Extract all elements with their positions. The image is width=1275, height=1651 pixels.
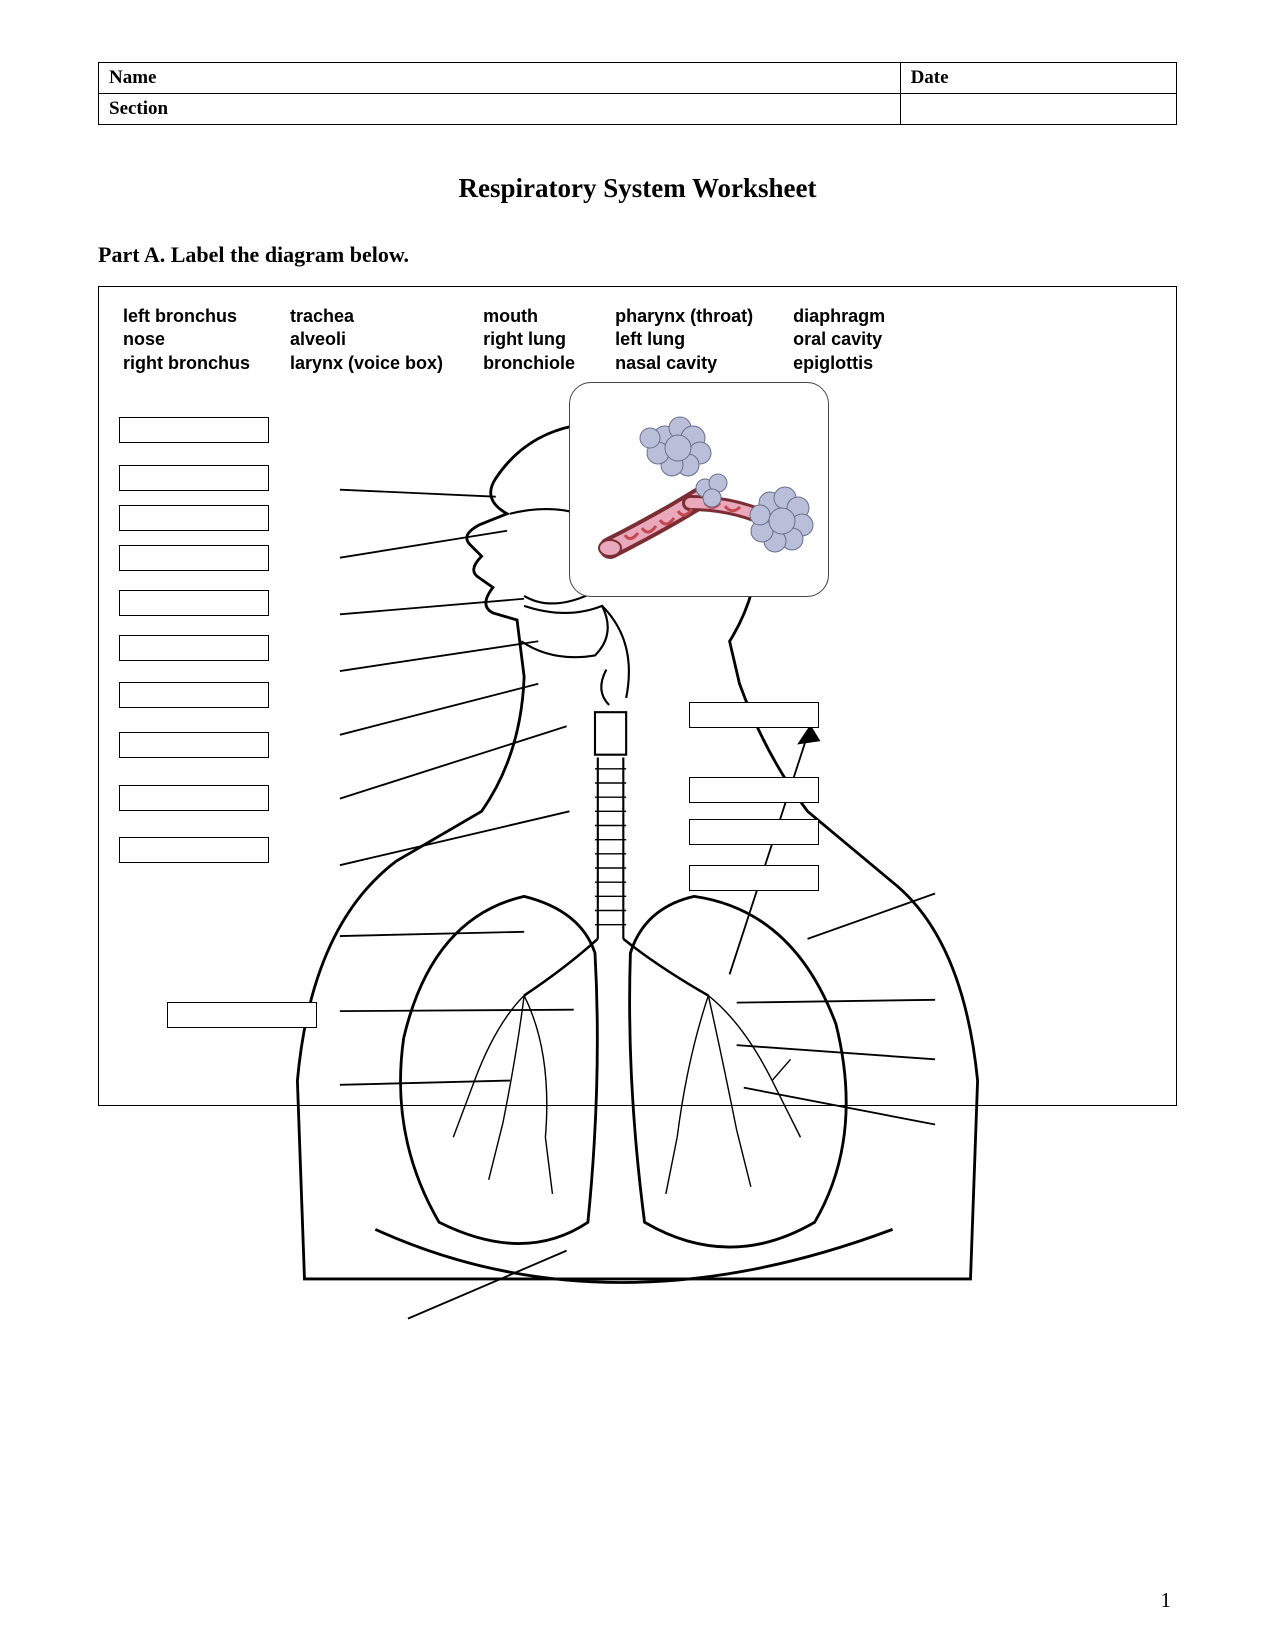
section-cell[interactable]: Section bbox=[99, 94, 901, 125]
label-box[interactable] bbox=[167, 1002, 317, 1028]
word-bank-term: left bronchus bbox=[123, 305, 250, 328]
header-table: Name Date Section bbox=[98, 62, 1177, 125]
leader-lines bbox=[340, 490, 935, 1319]
word-bank-term: nasal cavity bbox=[615, 352, 753, 375]
word-bank-term: pharynx (throat) bbox=[615, 305, 753, 328]
date-cell[interactable]: Date bbox=[900, 63, 1176, 94]
alveoli-icon bbox=[570, 383, 830, 598]
word-bank-term: larynx (voice box) bbox=[290, 352, 443, 375]
label-box[interactable] bbox=[119, 505, 269, 531]
label-box[interactable] bbox=[119, 590, 269, 616]
word-bank-col-4: pharynx (throat) left lung nasal cavity bbox=[615, 305, 753, 375]
name-cell[interactable]: Name bbox=[99, 63, 901, 94]
date-value-cell[interactable] bbox=[900, 94, 1176, 125]
word-bank-col-3: mouth right lung bronchiole bbox=[483, 305, 575, 375]
label-box[interactable] bbox=[689, 865, 819, 891]
word-bank-term: oral cavity bbox=[793, 328, 885, 351]
label-box[interactable] bbox=[119, 417, 269, 443]
word-bank-term: bronchiole bbox=[483, 352, 575, 375]
word-bank-term: epiglottis bbox=[793, 352, 885, 375]
label-box[interactable] bbox=[119, 837, 269, 863]
word-bank-col-1: left bronchus nose right bronchus bbox=[123, 305, 250, 375]
label-box[interactable] bbox=[119, 682, 269, 708]
word-bank-term: right bronchus bbox=[123, 352, 250, 375]
label-box[interactable] bbox=[689, 777, 819, 803]
page-number: 1 bbox=[1161, 1588, 1172, 1613]
word-bank-term: mouth bbox=[483, 305, 575, 328]
label-box[interactable] bbox=[119, 635, 269, 661]
word-bank-term: right lung bbox=[483, 328, 575, 351]
word-bank-col-5: diaphragm oral cavity epiglottis bbox=[793, 305, 885, 375]
label-box[interactable] bbox=[689, 819, 819, 845]
word-bank-term: diaphragm bbox=[793, 305, 885, 328]
word-bank: left bronchus nose right bronchus trache… bbox=[99, 287, 1176, 387]
label-box[interactable] bbox=[119, 732, 269, 758]
label-box[interactable] bbox=[119, 545, 269, 571]
diagram-container: left bronchus nose right bronchus trache… bbox=[98, 286, 1177, 1106]
label-box[interactable] bbox=[119, 785, 269, 811]
word-bank-col-2: trachea alveoli larynx (voice box) bbox=[290, 305, 443, 375]
worksheet-page: Name Date Section Respiratory System Wor… bbox=[0, 0, 1275, 1651]
part-a-heading: Part A. Label the diagram below. bbox=[98, 242, 1177, 268]
word-bank-term: nose bbox=[123, 328, 250, 351]
label-box[interactable] bbox=[119, 465, 269, 491]
label-box[interactable] bbox=[689, 702, 819, 728]
worksheet-title: Respiratory System Worksheet bbox=[98, 173, 1177, 204]
alveoli-inset bbox=[569, 382, 829, 597]
word-bank-term: alveoli bbox=[290, 328, 443, 351]
word-bank-term: left lung bbox=[615, 328, 753, 351]
word-bank-term: trachea bbox=[290, 305, 443, 328]
